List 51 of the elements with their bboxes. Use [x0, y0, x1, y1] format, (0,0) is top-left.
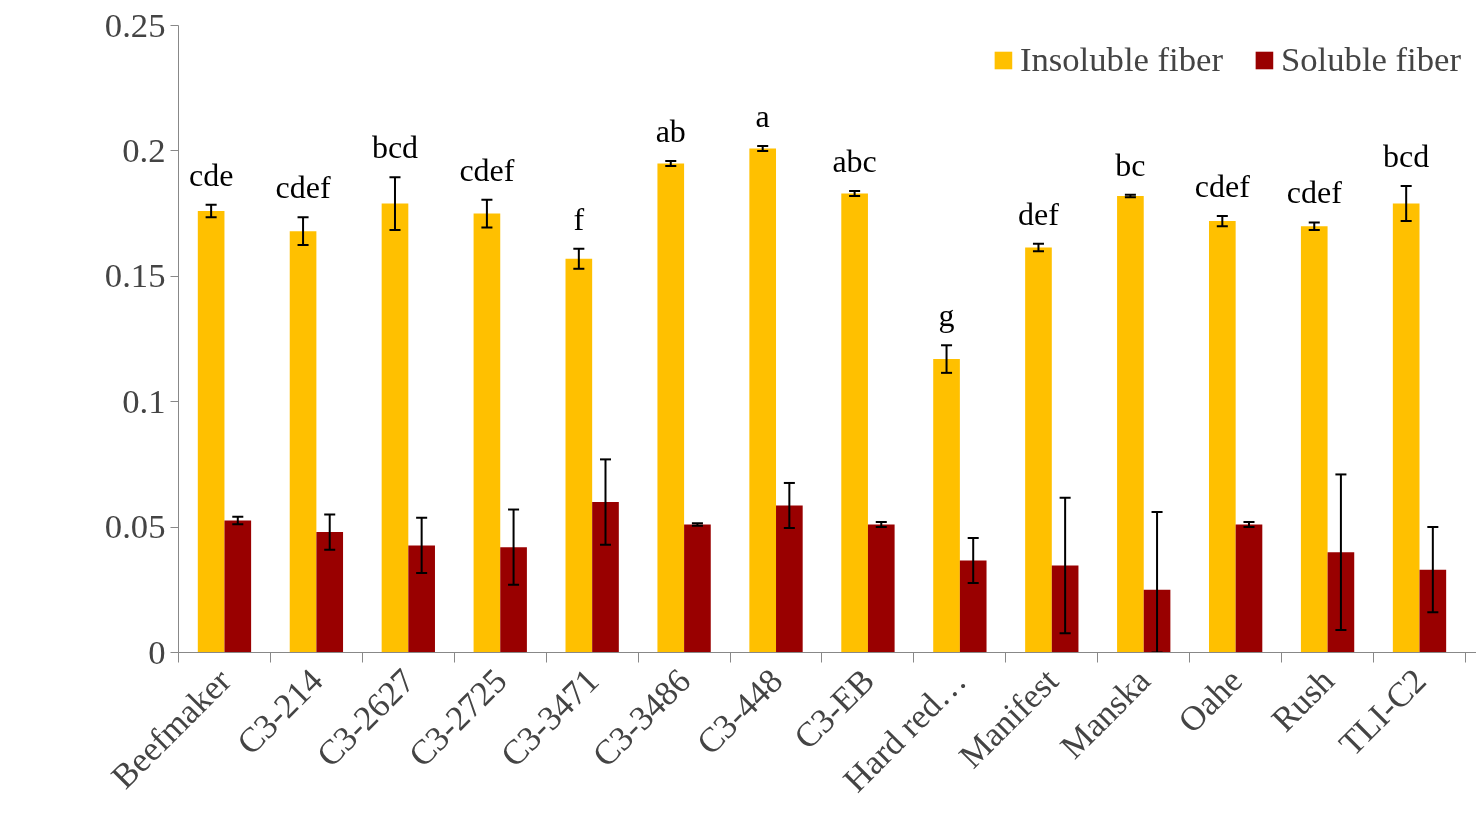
annotation: bcd	[371, 129, 419, 166]
bar	[381, 203, 409, 653]
bar	[1208, 221, 1236, 653]
bar	[933, 359, 960, 653]
y-tick-label: 0.15	[104, 256, 166, 295]
y-tick-label: 0.25	[104, 5, 166, 44]
y-tick-label: 0	[148, 632, 166, 671]
bar	[1025, 247, 1052, 653]
legend-label: Soluble fiber	[1281, 40, 1461, 79]
y-tick-label: 0.2	[122, 130, 166, 169]
y-tick-label: 0.1	[122, 381, 166, 420]
annotation: ab	[655, 112, 686, 149]
bar	[289, 231, 317, 653]
bar	[684, 524, 711, 653]
bar	[316, 532, 344, 653]
annotation: cdef	[459, 151, 515, 188]
bar	[1327, 552, 1355, 653]
annotation: a	[755, 97, 770, 134]
bar	[657, 163, 685, 653]
bar	[224, 520, 252, 653]
bar	[1392, 203, 1420, 653]
annotation: bcd	[1383, 138, 1430, 175]
annotation: def	[1018, 195, 1060, 232]
bar	[1051, 565, 1079, 653]
annotation: abc	[832, 143, 877, 180]
bar	[473, 213, 501, 653]
annotation: bc	[1115, 146, 1146, 183]
annotation: cdef	[1194, 168, 1251, 205]
bar	[776, 505, 803, 653]
bar	[197, 211, 225, 653]
legend-label: Insoluble fiber	[1019, 40, 1224, 79]
bar	[959, 560, 987, 653]
annotation: cde	[188, 156, 234, 193]
bar	[841, 193, 868, 653]
bar	[749, 148, 777, 653]
bar	[500, 547, 527, 653]
annotation: cdef	[275, 169, 331, 206]
bar	[867, 524, 895, 653]
bar	[1419, 569, 1447, 653]
bar	[1235, 524, 1263, 653]
annotation: g	[938, 297, 955, 334]
bar	[592, 502, 619, 653]
bar	[565, 258, 593, 653]
annotation: cdef	[1286, 174, 1343, 211]
x-tick-label: Oahe	[1170, 661, 1250, 740]
bar	[408, 545, 435, 653]
bar	[1143, 589, 1171, 653]
bar	[1117, 196, 1144, 653]
bar	[1300, 226, 1328, 653]
annotation: f	[573, 200, 585, 237]
y-tick-label: 0.05	[104, 507, 166, 546]
